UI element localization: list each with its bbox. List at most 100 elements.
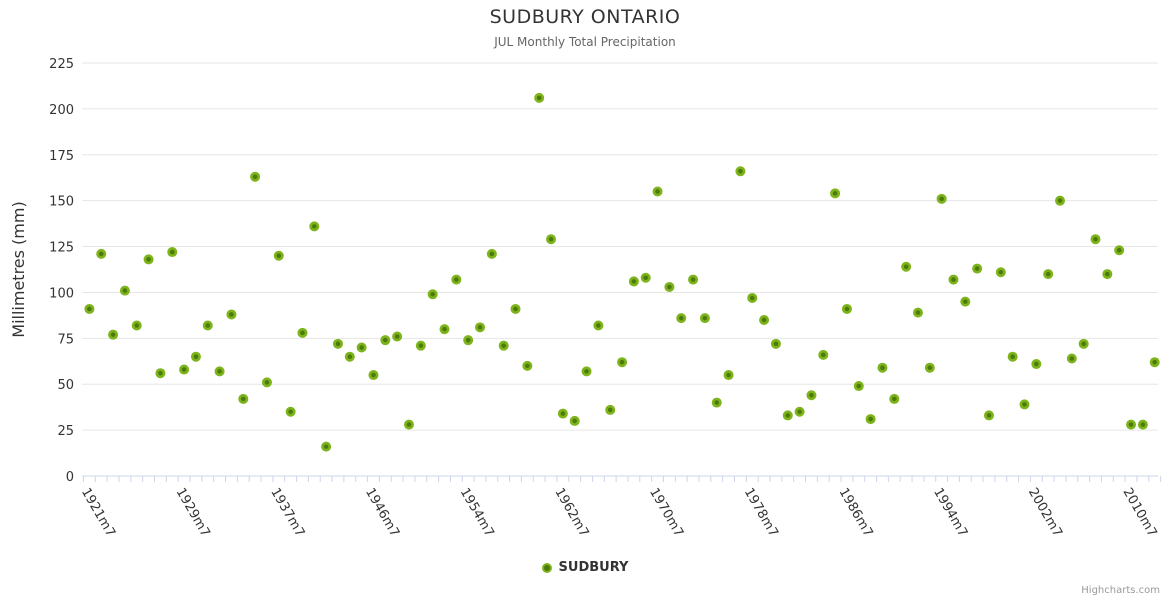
data-point[interactable] <box>167 247 178 258</box>
credits-link[interactable]: Highcharts.com <box>1081 585 1160 596</box>
data-point[interactable] <box>652 186 663 197</box>
data-point[interactable] <box>889 393 900 404</box>
data-point[interactable] <box>285 406 296 417</box>
data-point[interactable] <box>439 324 450 335</box>
data-point[interactable] <box>593 320 604 331</box>
y-axis-title: Millimetres (mm) <box>9 201 28 337</box>
data-point[interactable] <box>392 331 403 342</box>
data-point[interactable] <box>1055 195 1066 206</box>
data-point[interactable] <box>131 320 142 331</box>
y-axis-tick-label: 200 <box>49 103 74 118</box>
data-point[interactable] <box>332 338 343 349</box>
data-point[interactable] <box>759 314 770 325</box>
data-point[interactable] <box>463 335 474 346</box>
data-point[interactable] <box>368 370 379 381</box>
data-point[interactable] <box>841 303 852 314</box>
data-point[interactable] <box>794 406 805 417</box>
data-point[interactable] <box>84 303 95 314</box>
data-point[interactable] <box>96 248 107 259</box>
data-point[interactable] <box>1137 419 1148 430</box>
data-point[interactable] <box>569 415 580 426</box>
data-point[interactable] <box>427 289 438 300</box>
data-point[interactable] <box>297 327 308 338</box>
data-point[interactable] <box>486 248 497 259</box>
data-point[interactable] <box>770 338 781 349</box>
data-point[interactable] <box>238 393 249 404</box>
x-axis-tick-label: 1946m7 <box>362 486 402 540</box>
data-point[interactable] <box>202 320 213 331</box>
y-axis-tick-label: 75 <box>57 332 74 347</box>
data-point[interactable] <box>190 351 201 362</box>
data-point[interactable] <box>475 322 486 333</box>
data-point[interactable] <box>806 390 817 401</box>
data-point[interactable] <box>108 329 119 340</box>
legend-item-sudbury[interactable]: SUDBURY <box>558 560 629 575</box>
y-axis-tick-label: 50 <box>57 378 74 393</box>
data-point[interactable] <box>1149 357 1160 368</box>
data-point[interactable] <box>380 335 391 346</box>
data-point[interactable] <box>830 188 841 199</box>
data-point[interactable] <box>995 267 1006 278</box>
data-point[interactable] <box>1078 338 1089 349</box>
data-point[interactable] <box>960 296 971 307</box>
data-point[interactable] <box>983 410 994 421</box>
data-point[interactable] <box>818 349 829 360</box>
data-point[interactable] <box>1031 359 1042 370</box>
data-point[interactable] <box>1043 269 1054 280</box>
data-point[interactable] <box>557 408 568 419</box>
data-point[interactable] <box>356 342 367 353</box>
data-point[interactable] <box>1066 353 1077 364</box>
data-point[interactable] <box>640 272 651 283</box>
data-point[interactable] <box>155 368 166 379</box>
data-point[interactable] <box>877 362 888 373</box>
data-point[interactable] <box>972 263 983 274</box>
data-point[interactable] <box>498 340 509 351</box>
data-point[interactable] <box>782 410 793 421</box>
data-point[interactable] <box>723 370 734 381</box>
data-point[interactable] <box>735 166 746 177</box>
data-point[interactable] <box>1090 234 1101 245</box>
data-point[interactable] <box>912 307 923 318</box>
data-point[interactable] <box>415 340 426 351</box>
data-point[interactable] <box>1114 245 1125 256</box>
data-point[interactable] <box>1019 399 1030 410</box>
data-point[interactable] <box>214 366 225 377</box>
data-point[interactable] <box>510 303 521 314</box>
data-point[interactable] <box>1126 419 1137 430</box>
data-point[interactable] <box>948 274 959 285</box>
x-axis-tick-label: 2002m7 <box>1025 486 1065 540</box>
data-point[interactable] <box>676 313 687 324</box>
data-point[interactable] <box>522 360 533 371</box>
data-point[interactable] <box>711 397 722 408</box>
data-point[interactable] <box>617 357 628 368</box>
data-point[interactable] <box>1007 351 1018 362</box>
data-point[interactable] <box>865 414 876 425</box>
data-point[interactable] <box>699 313 710 324</box>
data-point[interactable] <box>143 254 154 265</box>
data-point[interactable] <box>309 221 320 232</box>
data-point[interactable] <box>226 309 237 320</box>
data-point[interactable] <box>1102 269 1113 280</box>
data-point[interactable] <box>936 193 947 204</box>
data-point[interactable] <box>250 171 261 182</box>
data-point[interactable] <box>747 292 758 303</box>
data-point[interactable] <box>344 351 355 362</box>
data-point[interactable] <box>261 377 272 388</box>
data-point[interactable] <box>273 250 284 261</box>
data-point[interactable] <box>119 285 130 296</box>
data-point[interactable] <box>451 274 462 285</box>
data-point[interactable] <box>924 362 935 373</box>
data-point[interactable] <box>901 261 912 272</box>
data-point[interactable] <box>403 419 414 430</box>
data-point[interactable] <box>179 364 190 375</box>
data-point[interactable] <box>664 281 675 292</box>
data-point[interactable] <box>853 381 864 392</box>
data-point[interactable] <box>605 404 616 415</box>
data-point[interactable] <box>581 366 592 377</box>
x-axis-tick-label: 2010m7 <box>1120 486 1160 540</box>
data-point[interactable] <box>546 234 557 245</box>
data-point[interactable] <box>534 92 545 103</box>
data-point[interactable] <box>628 276 639 287</box>
data-point[interactable] <box>321 441 332 452</box>
data-point[interactable] <box>688 274 699 285</box>
